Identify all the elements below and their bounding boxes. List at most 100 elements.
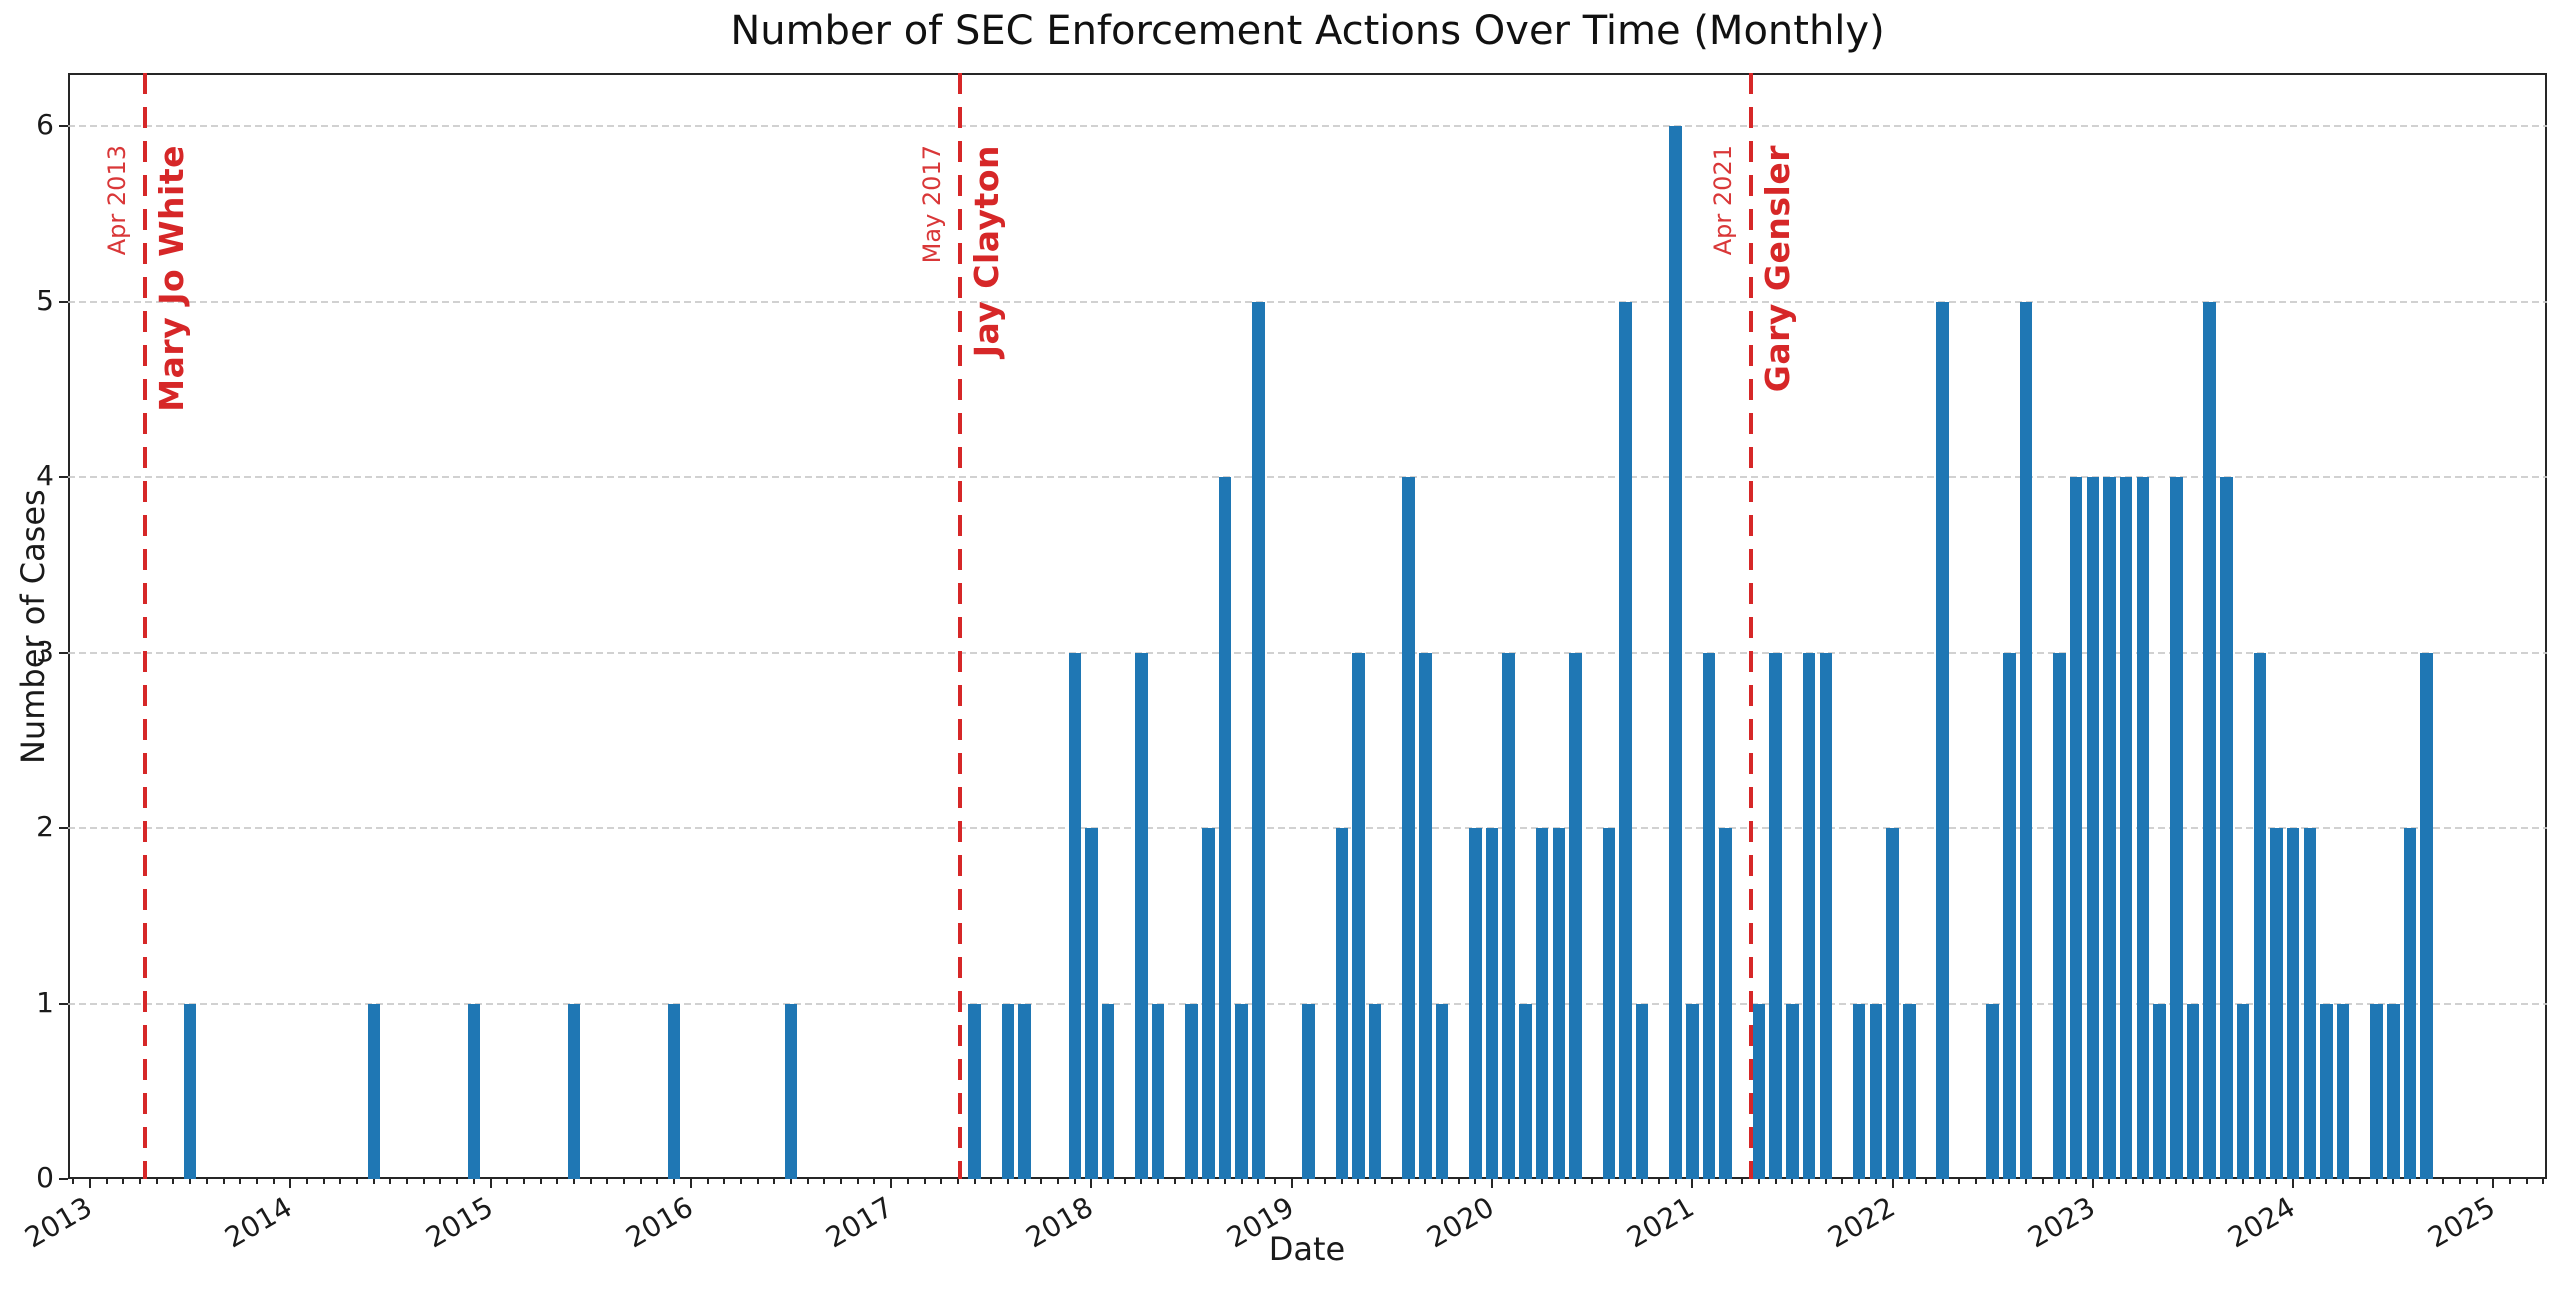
x-minor-tick — [573, 1179, 575, 1184]
x-minor-tick — [589, 1179, 592, 1184]
x-minor-tick — [923, 1179, 926, 1184]
x-minor-tick — [2125, 1179, 2128, 1184]
bar-2017-09 — [1018, 1003, 1031, 1179]
gridline-y5 — [68, 300, 2547, 303]
bar-2021-01 — [1686, 1003, 1699, 1179]
bar-2023-12 — [2270, 828, 2283, 1179]
x-minor-tick — [139, 1179, 142, 1184]
x-minor-tick — [2242, 1179, 2244, 1184]
x-minor-tick — [789, 1179, 792, 1184]
x-tick-label-2013: 2013 — [19, 1190, 98, 1255]
x-tick-label-2025: 2025 — [2422, 1190, 2501, 1255]
annotation-name-1: Jay Clayton — [966, 145, 1006, 358]
bar-2022-01 — [1886, 828, 1899, 1179]
y-tick-1 — [59, 1002, 68, 1005]
plot-area — [68, 73, 2547, 1179]
bar-2023-08 — [2203, 301, 2216, 1179]
x-minor-tick — [1941, 1179, 1944, 1184]
bar-2022-12 — [2069, 477, 2083, 1179]
x-tick-label-2018: 2018 — [1020, 1190, 1099, 1255]
y-tick-label-5: 5 — [36, 283, 54, 317]
x-minor-tick — [623, 1179, 626, 1184]
x-minor-tick — [2075, 1179, 2078, 1184]
x-minor-tick — [2025, 1179, 2028, 1184]
x-minor-tick — [272, 1179, 275, 1184]
annotation-date-0: Apr 2013 — [103, 145, 132, 256]
bar-2021-02 — [1702, 652, 1716, 1179]
bar-2022-09 — [2019, 301, 2033, 1179]
x-minor-tick — [1006, 1179, 1009, 1184]
x-minor-tick — [1774, 1179, 1777, 1184]
x-minor-tick — [2308, 1179, 2311, 1184]
bar-2024-04 — [2336, 1003, 2350, 1179]
x-tick-label-2022: 2022 — [1821, 1190, 1901, 1255]
x-minor-tick — [606, 1179, 609, 1184]
x-minor-tick — [673, 1179, 676, 1184]
x-minor-tick — [1407, 1179, 1410, 1184]
bar-2020-03 — [1519, 1003, 1532, 1179]
x-major-tick-2020 — [1490, 1179, 1493, 1188]
y-tick-label-6: 6 — [36, 108, 54, 141]
bar-2021-12 — [1869, 1003, 1883, 1179]
x-minor-tick — [1123, 1179, 1126, 1184]
y-tick-3 — [59, 651, 68, 654]
gridline-y6 — [68, 125, 2547, 127]
y-tick-label-2: 2 — [36, 810, 54, 843]
x-tick-label-2024: 2024 — [2222, 1190, 2301, 1255]
bar-2019-12 — [1469, 828, 1482, 1179]
x-minor-tick — [1340, 1179, 1343, 1184]
bar-2018-07 — [1185, 1003, 1198, 1179]
x-minor-tick — [122, 1179, 125, 1184]
x-minor-tick — [1440, 1179, 1443, 1184]
x-minor-tick — [2275, 1179, 2278, 1184]
x-major-tick-2016 — [689, 1179, 692, 1188]
x-minor-tick — [239, 1179, 242, 1184]
x-minor-tick — [1524, 1179, 1527, 1184]
x-minor-tick — [1107, 1179, 1110, 1184]
bar-2020-04 — [1535, 828, 1549, 1179]
x-minor-tick — [2442, 1179, 2445, 1184]
x-minor-tick — [1040, 1179, 1043, 1184]
y-tick-2 — [59, 827, 68, 829]
annotation-date-2: Apr 2021 — [1708, 145, 1737, 256]
x-minor-tick — [873, 1179, 876, 1184]
x-minor-tick — [1758, 1179, 1760, 1184]
x-minor-tick — [2408, 1179, 2411, 1184]
x-minor-tick — [1874, 1179, 1877, 1184]
x-minor-tick — [356, 1179, 359, 1184]
x-tick-label-2021: 2021 — [1621, 1190, 1700, 1255]
bar-2019-09 — [1419, 652, 1432, 1179]
x-minor-tick — [105, 1179, 108, 1184]
x-tick-label-2017: 2017 — [820, 1190, 899, 1255]
x-minor-tick — [2058, 1179, 2061, 1184]
bar-2013-07 — [183, 1003, 197, 1179]
bar-2015-06 — [567, 1003, 581, 1179]
x-minor-tick — [973, 1179, 976, 1184]
x-minor-tick — [1057, 1179, 1060, 1184]
bar-2021-03 — [1719, 828, 1732, 1179]
y-tick-label-1: 1 — [36, 985, 54, 1019]
x-minor-tick — [1474, 1179, 1477, 1184]
bar-2015-12 — [667, 1003, 681, 1179]
annotation-line-2 — [1748, 73, 1753, 1179]
x-minor-tick — [1824, 1179, 1827, 1184]
x-minor-tick — [406, 1179, 409, 1184]
x-minor-tick — [1240, 1179, 1243, 1184]
x-minor-tick — [1908, 1179, 1911, 1184]
x-minor-tick — [1190, 1179, 1193, 1184]
bar-2021-06 — [1769, 652, 1782, 1179]
x-minor-tick — [1457, 1179, 1460, 1184]
y-tick-4 — [59, 476, 68, 478]
x-minor-tick — [756, 1179, 759, 1184]
x-minor-tick — [1724, 1179, 1727, 1184]
bar-2020-06 — [1569, 652, 1582, 1179]
x-major-tick-2014 — [289, 1179, 292, 1188]
x-minor-tick — [2208, 1179, 2211, 1184]
x-minor-tick — [422, 1179, 425, 1184]
bar-2017-08 — [1001, 1003, 1015, 1179]
x-minor-tick — [1958, 1179, 1961, 1184]
x-major-tick-2025 — [2492, 1179, 2495, 1188]
bar-2022-08 — [2003, 652, 2016, 1179]
bar-2018-05 — [1151, 1003, 1165, 1179]
bar-2023-06 — [2170, 477, 2183, 1179]
